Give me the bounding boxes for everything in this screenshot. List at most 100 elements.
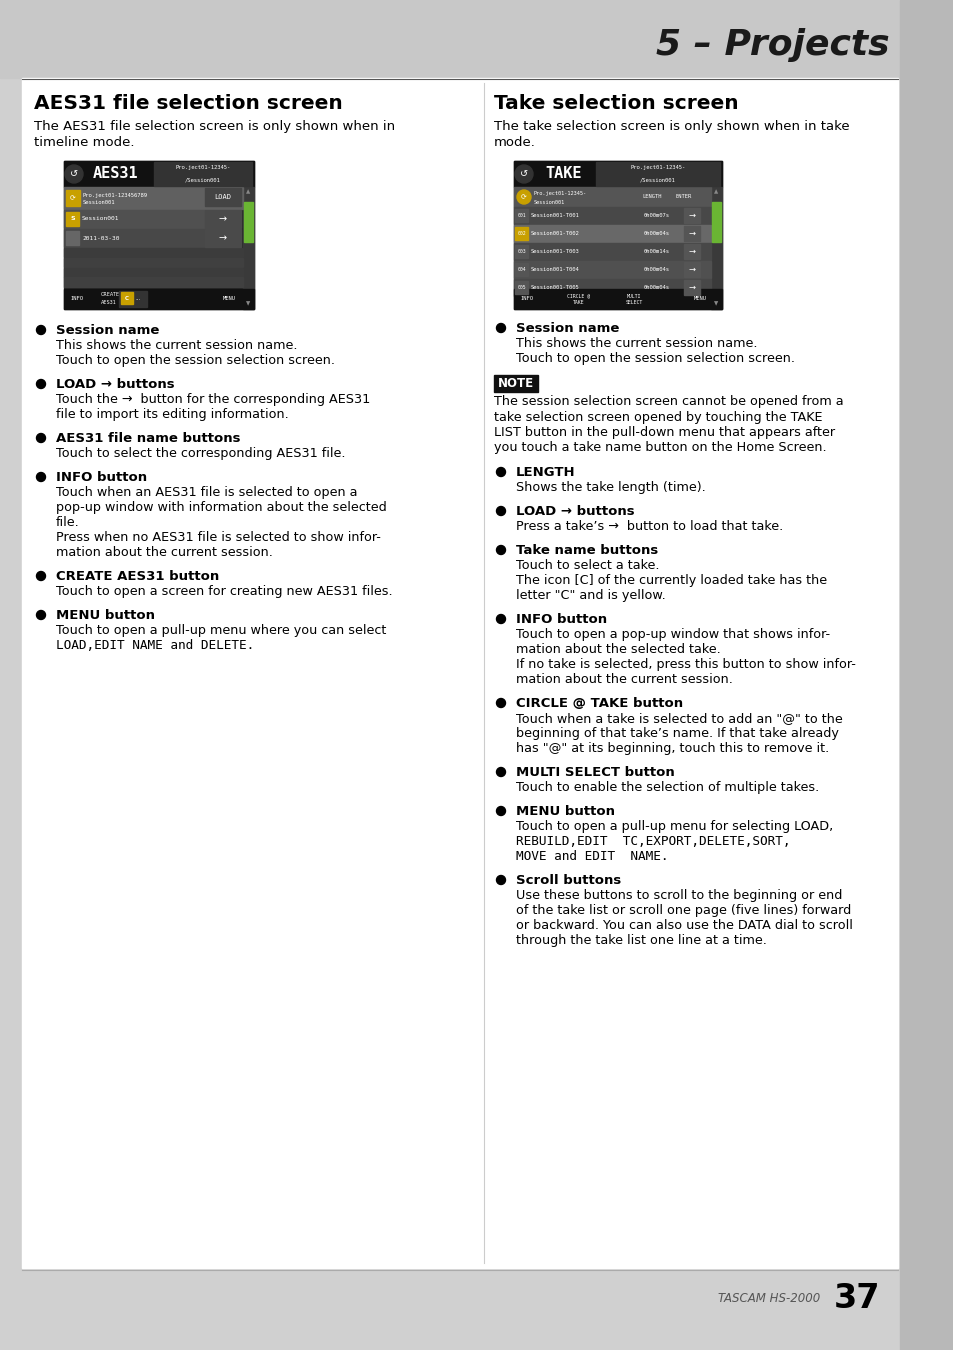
- Bar: [243, 188, 253, 309]
- Text: →: →: [688, 265, 695, 274]
- Text: Touch to open a pull-up menu for selecting LOAD,: Touch to open a pull-up menu for selecti…: [516, 819, 832, 833]
- Bar: [153, 174, 252, 186]
- Text: Session001: Session001: [82, 216, 119, 221]
- Text: Session name: Session name: [56, 324, 159, 338]
- Text: LENGTH: LENGTH: [516, 466, 575, 479]
- Text: 002: 002: [517, 231, 525, 236]
- Circle shape: [496, 768, 505, 776]
- Text: through the take list one line at a time.: through the take list one line at a time…: [516, 934, 766, 946]
- Bar: [515, 263, 527, 275]
- Bar: [514, 207, 710, 224]
- Text: mation about the current session.: mation about the current session.: [56, 545, 273, 559]
- Text: 0h00m04s: 0h00m04s: [643, 267, 669, 271]
- Bar: [66, 190, 80, 207]
- Text: beginning of that take’s name. If that take already: beginning of that take’s name. If that t…: [516, 728, 838, 740]
- Circle shape: [496, 698, 505, 707]
- Text: NOTE: NOTE: [497, 377, 534, 390]
- Text: Take name buttons: Take name buttons: [516, 544, 658, 558]
- Text: you touch a take name button on the Home Screen.: you touch a take name button on the Home…: [494, 441, 825, 455]
- Text: 37: 37: [833, 1281, 879, 1315]
- Bar: [22, 78, 897, 1268]
- Text: Touch to select the corresponding AES31 file.: Touch to select the corresponding AES31 …: [56, 447, 345, 460]
- Circle shape: [517, 190, 531, 204]
- Text: Touch to open the session selection screen.: Touch to open the session selection scre…: [516, 352, 794, 365]
- Text: LOAD,EDIT NAME and DELETE.: LOAD,EDIT NAME and DELETE.: [56, 639, 254, 652]
- Bar: [153, 162, 252, 174]
- Text: 004: 004: [517, 267, 525, 271]
- Text: LOAD → buttons: LOAD → buttons: [516, 505, 634, 518]
- Text: AES31 file name buttons: AES31 file name buttons: [56, 432, 240, 446]
- Text: TASCAM HS-2000: TASCAM HS-2000: [717, 1292, 820, 1304]
- Bar: [64, 161, 253, 309]
- Text: The AES31 file selection screen is only shown when in: The AES31 file selection screen is only …: [34, 120, 395, 134]
- Bar: [514, 225, 710, 242]
- Bar: [64, 211, 205, 228]
- Text: The icon [C] of the currently loaded take has the: The icon [C] of the currently loaded tak…: [516, 574, 826, 587]
- Bar: [205, 230, 241, 247]
- Text: INFO: INFO: [519, 297, 533, 301]
- Bar: [64, 289, 253, 309]
- Text: LIST button in the pull-down menu that appears after: LIST button in the pull-down menu that a…: [494, 427, 834, 439]
- Bar: [683, 262, 700, 277]
- Text: Take selection screen: Take selection screen: [494, 95, 738, 113]
- Text: →: →: [218, 215, 227, 224]
- Bar: [683, 225, 700, 242]
- Text: INFO: INFO: [70, 297, 83, 301]
- Text: MULTI SELECT button: MULTI SELECT button: [516, 765, 674, 779]
- Bar: [205, 188, 241, 207]
- Bar: [514, 279, 710, 296]
- Text: mation about the selected take.: mation about the selected take.: [516, 643, 720, 656]
- Text: →: →: [688, 284, 695, 292]
- Text: or backward. You can also use the DATA dial to scroll: or backward. You can also use the DATA d…: [516, 919, 852, 931]
- Text: ▼: ▼: [714, 301, 718, 306]
- Bar: [64, 277, 243, 286]
- Circle shape: [496, 876, 505, 884]
- Text: Touch to open a screen for creating new AES31 files.: Touch to open a screen for creating new …: [56, 585, 393, 598]
- Text: Session001-T004: Session001-T004: [531, 267, 579, 271]
- Text: LOAD → buttons: LOAD → buttons: [56, 378, 174, 392]
- Text: Touch to enable the selection of multiple takes.: Touch to enable the selection of multipl…: [516, 782, 819, 794]
- Text: MULTI: MULTI: [626, 293, 640, 298]
- Text: ▲: ▲: [246, 189, 251, 194]
- Circle shape: [36, 472, 46, 482]
- Bar: [683, 208, 700, 223]
- Text: MENU button: MENU button: [56, 609, 154, 622]
- Bar: [683, 279, 700, 296]
- Bar: [515, 209, 527, 221]
- Text: →: →: [218, 234, 227, 243]
- Bar: [121, 292, 132, 304]
- Text: 0h00m14s: 0h00m14s: [643, 248, 669, 254]
- Circle shape: [515, 165, 533, 184]
- Text: The take selection screen is only shown when in take: The take selection screen is only shown …: [494, 120, 849, 134]
- Bar: [514, 243, 710, 261]
- Text: ▼: ▼: [246, 301, 251, 306]
- Bar: [514, 261, 710, 278]
- Text: Session001-T005: Session001-T005: [531, 285, 579, 290]
- Bar: [64, 188, 243, 209]
- Bar: [119, 292, 147, 306]
- Text: /Session001: /Session001: [185, 177, 221, 182]
- Circle shape: [36, 610, 46, 620]
- Circle shape: [496, 545, 505, 555]
- Text: CIRCLE @ TAKE button: CIRCLE @ TAKE button: [516, 697, 682, 710]
- Text: This shows the current session name.: This shows the current session name.: [516, 338, 757, 350]
- Text: mation about the current session.: mation about the current session.: [516, 674, 732, 686]
- Text: 0h00m04s: 0h00m04s: [643, 231, 669, 236]
- Text: LOAD: LOAD: [214, 194, 232, 200]
- Text: take selection screen opened by touching the TAKE: take selection screen opened by touching…: [494, 410, 821, 424]
- Text: CIRCLE @: CIRCLE @: [567, 293, 590, 298]
- Bar: [244, 202, 253, 242]
- Text: Session001-T003: Session001-T003: [531, 248, 579, 254]
- Text: Touch to select a take.: Touch to select a take.: [516, 559, 659, 572]
- Text: →: →: [688, 230, 695, 238]
- Bar: [710, 188, 721, 309]
- Text: Press when no AES31 file is selected to show infor-: Press when no AES31 file is selected to …: [56, 531, 380, 544]
- Bar: [64, 161, 253, 188]
- Text: Touch when a take is selected to add an "@" to the: Touch when a take is selected to add an …: [516, 711, 841, 725]
- Bar: [515, 244, 527, 258]
- Bar: [514, 161, 721, 188]
- Bar: [66, 212, 79, 225]
- Bar: [514, 289, 721, 309]
- Text: Pro.ject01-123456789: Pro.ject01-123456789: [83, 193, 148, 197]
- Text: timeline mode.: timeline mode.: [34, 135, 134, 148]
